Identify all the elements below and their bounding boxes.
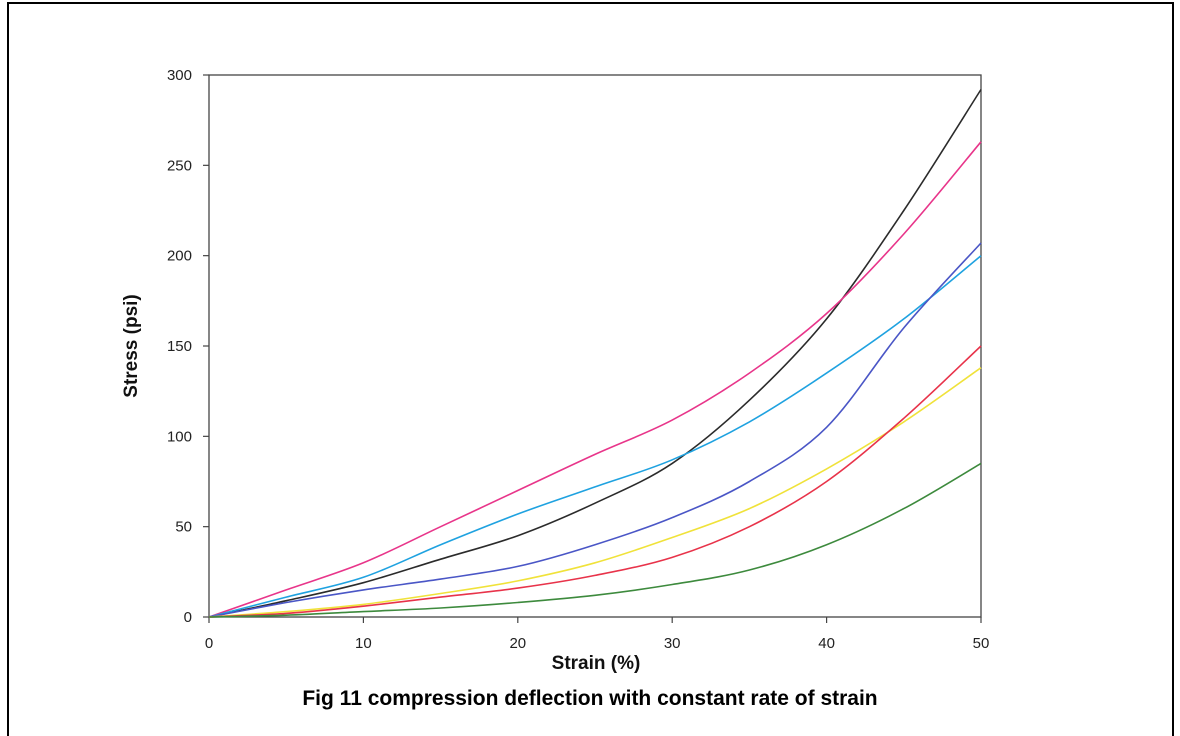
series-line-5 — [208, 367, 982, 618]
y-axis-label: Stress (psi) — [121, 294, 142, 397]
x-tick-label: 0 — [205, 635, 213, 652]
y-tick-label: 0 — [184, 609, 192, 626]
plot-area: 0 10 20 30 40 50 0 50 100 150 200 250 300 — [167, 67, 989, 652]
series-line-4 — [208, 242, 982, 618]
y-tick-label: 50 — [175, 519, 192, 536]
series-line-3 — [208, 255, 982, 618]
y-tick-label: 300 — [167, 67, 192, 84]
x-tick-label: 20 — [509, 635, 526, 652]
x-tick-label: 50 — [973, 635, 990, 652]
y-tick-label: 150 — [167, 338, 192, 355]
x-axis-label: Strain (%) — [552, 653, 641, 674]
x-tick-label: 10 — [355, 635, 372, 652]
y-tick-label: 200 — [167, 248, 192, 265]
x-tick-label: 30 — [664, 635, 681, 652]
figure-frame — [7, 2, 1174, 736]
series-line-7 — [208, 462, 982, 618]
y-tick-label: 100 — [167, 428, 192, 445]
series-line-2 — [208, 141, 982, 618]
figure-caption: Fig 11 compression deflection with const… — [302, 687, 878, 710]
series-line-1 — [208, 89, 982, 618]
y-tick-label: 250 — [167, 157, 192, 174]
x-tick-label: 40 — [818, 635, 835, 652]
series-line-6 — [208, 345, 982, 618]
